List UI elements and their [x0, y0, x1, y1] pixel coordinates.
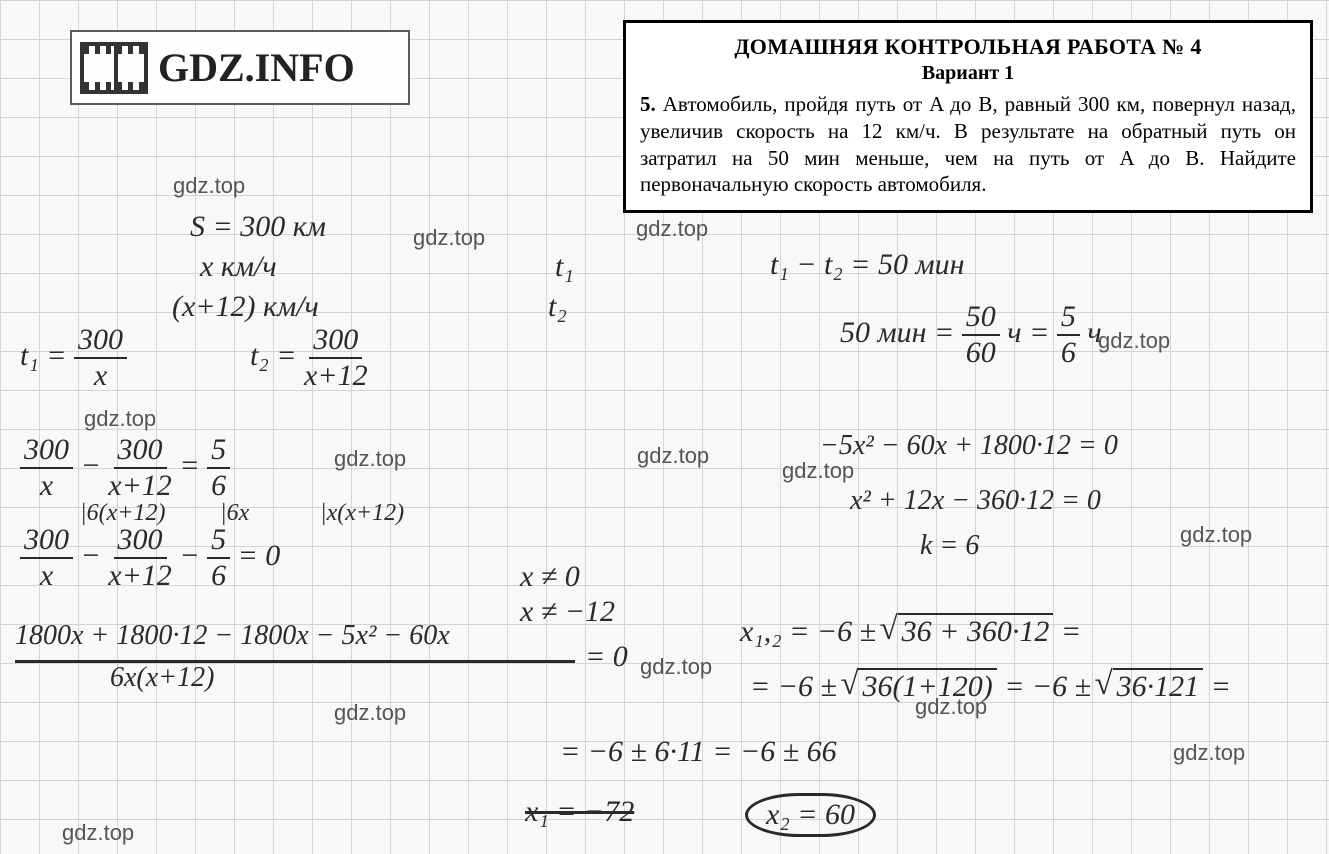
big-den: 6x(x+12) — [110, 662, 214, 694]
t2-label: t₂ — [548, 290, 567, 324]
txt: ч = — [1007, 316, 1049, 349]
ans1: x₁ = −72 — [525, 795, 634, 829]
t1-label: t₁ — [555, 250, 574, 284]
given-v2: (x+12) км/ч — [172, 290, 319, 324]
rA: −5x² − 60x + 1800·12 = 0 — [820, 430, 1118, 462]
txt: 50 мин = — [840, 316, 954, 349]
film-strip-icon — [80, 42, 148, 94]
eq-B: 300x − 300x+12 − 56 = 0 — [20, 525, 280, 591]
big-fracline — [15, 660, 575, 663]
problem-title: ДОМАШНЯЯ КОНТРОЛЬНАЯ РАБОТА № 4 — [640, 33, 1296, 61]
big-num: 1800x + 1800·12 − 1800x − 5x² − 60x — [15, 620, 450, 652]
eq-A: 300x − 300x+12 = 56 — [20, 435, 230, 501]
problem-box: ДОМАШНЯЯ КОНТРОЛЬНАЯ РАБОТА № 4 Вариант … — [623, 20, 1313, 213]
solA: x₁,₂ = −6 ± 36 + 360·12 = — [740, 615, 1081, 649]
rB: x² + 12x − 360·12 = 0 — [850, 485, 1101, 517]
solC: = −6 ± 6·11 = −6 ± 66 — [560, 735, 837, 769]
solB: = −6 ± 36(1+120) = −6 ± 36·121 = — [750, 670, 1231, 704]
txt: ч — [1087, 316, 1101, 349]
logo-text: GDZ.INFO — [158, 44, 355, 91]
rC: k = 6 — [920, 530, 979, 562]
problem-number: 5. — [640, 92, 656, 116]
big-eqz: = 0 — [585, 640, 628, 674]
problem-variant: Вариант 1 — [640, 61, 1296, 87]
cond1: x ≠ 0 — [520, 560, 580, 594]
mult3: |x(x+12) — [320, 500, 404, 527]
logo-box: GDZ.INFO — [70, 30, 410, 105]
given-v1: x км/ч — [200, 250, 277, 284]
min-convert: 50 мин = 5060 ч = 56 ч — [840, 302, 1102, 368]
t1-eq: t₁ = 300x — [20, 325, 127, 391]
t2-eq: t₂ = 300x+12 — [250, 325, 368, 391]
cond2: x ≠ −12 — [520, 595, 615, 629]
problem-body: 5. Автомобиль, пройдя путь от A до B, ра… — [640, 91, 1296, 199]
time-diff: t₁ − t₂ = 50 мин — [770, 248, 965, 282]
ans2: x₂ = 60 — [745, 793, 876, 837]
problem-text: Автомобиль, пройдя путь от A до B, равны… — [640, 92, 1296, 197]
given-S: S = 300 км — [190, 210, 326, 244]
